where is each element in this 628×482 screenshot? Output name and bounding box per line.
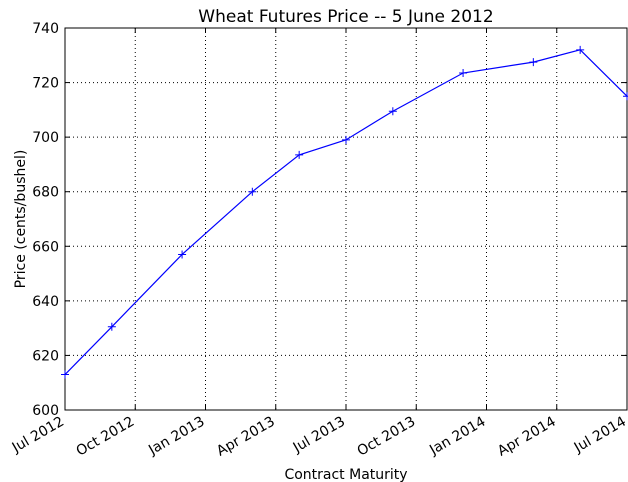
point-marker	[623, 92, 628, 101]
x-axis-label: Contract Maturity	[284, 467, 407, 482]
x-tick-label: Jan 2014	[426, 414, 488, 459]
point-marker	[459, 69, 468, 78]
y-axis-label: Price (cents/bushel)	[13, 150, 29, 289]
y-tick-label: 740	[32, 21, 59, 37]
plot-frame	[64, 27, 628, 411]
chart-title: Wheat Futures Price -- 5 June 2012	[198, 7, 493, 27]
point-marker	[248, 187, 257, 196]
point-marker	[342, 135, 350, 144]
y-tick-label: 720	[32, 76, 59, 92]
point-marker	[576, 45, 585, 54]
x-tick-label: Jul 2014	[571, 414, 628, 457]
x-tick-label: Jul 2012	[9, 414, 67, 457]
y-tick-label: 600	[32, 403, 59, 419]
y-tick-label: 680	[32, 185, 59, 201]
x-tick-label: Oct 2012	[74, 414, 138, 460]
point-marker	[107, 322, 116, 331]
x-tick-label: Jul 2013	[290, 414, 348, 457]
point-marker	[295, 150, 304, 159]
point-marker	[388, 107, 397, 116]
point-marker	[529, 58, 538, 67]
y-tick-label: 660	[32, 239, 59, 255]
x-tick-label: Apr 2014	[495, 414, 559, 460]
x-tick-label: Oct 2013	[355, 414, 419, 460]
point-marker	[61, 370, 69, 379]
x-tick-label: Apr 2013	[214, 414, 278, 460]
y-tick-label: 700	[32, 130, 59, 146]
point-marker	[178, 250, 187, 259]
x-tick-label: Jan 2013	[145, 414, 207, 459]
y-tick-label: 620	[32, 348, 59, 364]
y-tick-label: 640	[32, 294, 59, 310]
